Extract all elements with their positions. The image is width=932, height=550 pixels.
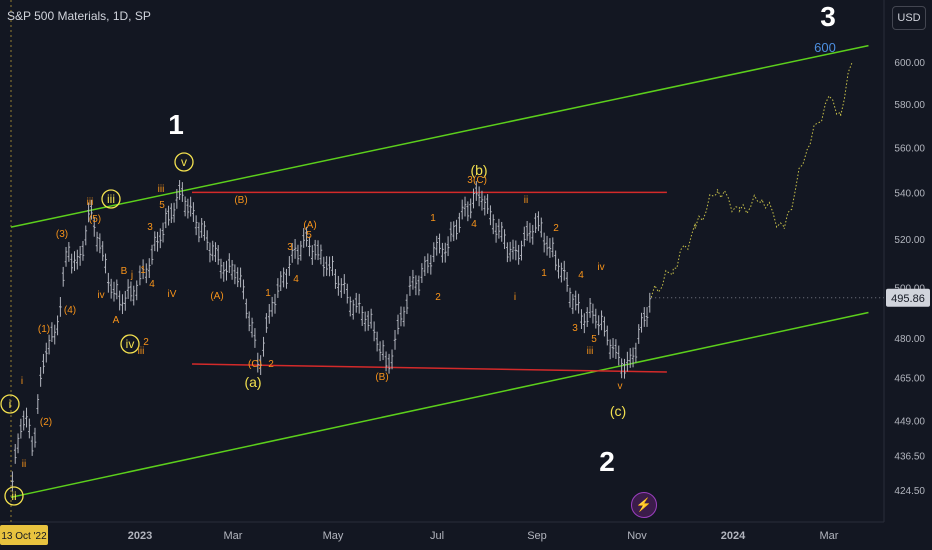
date-cursor-badge <box>0 525 48 545</box>
time-tick-label: Jul <box>430 530 444 542</box>
price-tick-label: 540.00 <box>894 188 925 199</box>
channel-line-lower[interactable] <box>10 311 869 499</box>
wave-orange-label: (C) <box>473 175 487 186</box>
time-tick-label: Nov <box>627 530 647 542</box>
wave-orange-label: 2 <box>435 292 441 303</box>
wave-orange-label: iii <box>87 197 94 208</box>
wave-orange-label: 5 <box>159 200 165 211</box>
price-tick-label: 580.00 <box>894 100 925 111</box>
chart-title: S&P 500 Materials, 1D, SP <box>7 9 151 23</box>
wave-orange-label: 2 <box>143 337 149 348</box>
price-tick-label: 600.00 <box>894 58 925 69</box>
wave-orange-label: iii <box>587 346 594 357</box>
price-tick-label: 465.00 <box>894 373 925 384</box>
wave-orange-label: (4) <box>64 305 76 316</box>
wave-circled-i-circle <box>0 394 20 414</box>
wave-orange-label: 4 <box>578 270 584 281</box>
lightning-icon[interactable]: ⚡ <box>631 492 657 518</box>
wave-orange-label: 1 <box>430 213 436 224</box>
wave-orange-label: (A) <box>210 291 223 302</box>
time-tick-label: 2023 <box>128 530 152 542</box>
wave-label-a: (a) <box>244 374 261 390</box>
wave-orange-label: 2 <box>553 223 559 234</box>
wave-orange-label: (C) <box>248 359 262 370</box>
wave-orange-label: 3 <box>287 242 293 253</box>
wave-orange-label: (A) <box>303 220 316 231</box>
wave-orange-label: iii <box>138 346 145 357</box>
channel-line-support[interactable] <box>192 363 667 373</box>
projection-path <box>650 62 853 298</box>
wave-orange-label: 4 <box>471 219 477 230</box>
wave-orange-label: 1 <box>541 268 547 279</box>
wave-label-c: (c) <box>610 403 626 419</box>
wave-orange-label: (1) <box>38 324 50 335</box>
wave-orange-label: j <box>130 270 133 281</box>
price-tick-label: 480.00 <box>894 334 925 345</box>
wave-orange-label: 1 <box>140 265 146 276</box>
wave-orange-label: 1 <box>265 288 271 299</box>
time-tick-label: Mar <box>820 530 839 542</box>
channel-line-upper[interactable] <box>10 44 869 228</box>
wave-orange-label: i <box>21 376 23 387</box>
wave-circled-ii-circle <box>4 486 24 506</box>
wave-orange-label: 4 <box>149 279 155 290</box>
wave-orange-label: (B) <box>234 195 247 206</box>
price-tick-label: 424.50 <box>894 486 925 497</box>
price-tick-label: 520.00 <box>894 235 925 246</box>
wave-orange-label: iv <box>597 262 604 273</box>
wave-orange-label: v <box>618 381 623 392</box>
time-tick-label: 13 Oct '22 <box>1 531 47 542</box>
wave-circled-iii-circle <box>101 189 121 209</box>
wave-orange-label: 3 <box>467 175 473 186</box>
wave-orange-label: A <box>113 315 120 326</box>
wave-orange-label: 5 <box>306 230 312 241</box>
wave-circled-ii: ii <box>11 489 16 503</box>
time-tick-label: Mar <box>224 530 243 542</box>
wave-label-1: 1 <box>168 109 184 140</box>
wave-circled-iii: iii <box>107 192 115 206</box>
wave-orange-label: (2) <box>40 417 52 428</box>
time-tick-label: 2024 <box>721 530 746 542</box>
wave-orange-label: 2 <box>268 359 274 370</box>
wave-label-3: 3 <box>820 1 836 32</box>
wave-orange-label: 4 <box>293 274 299 285</box>
wave-orange-label: iii <box>158 184 165 195</box>
wave-orange-label: 3 <box>147 222 153 233</box>
wave-orange-label: B <box>121 266 128 277</box>
last-price-label: 495.86 <box>891 293 925 305</box>
time-tick-label: Sep <box>527 530 547 542</box>
wave-orange-label: (B) <box>375 372 388 383</box>
wave-orange-label: i <box>514 292 516 303</box>
target-price-label: 600 <box>814 40 836 55</box>
price-tick-label: 449.00 <box>894 417 925 428</box>
last-price-badge <box>886 288 930 307</box>
wave-orange-label: 3 <box>572 323 578 334</box>
wave-circled-v-circle <box>174 152 194 172</box>
time-tick-label: May <box>323 530 344 542</box>
wave-circled-v: v <box>181 155 187 169</box>
wave-orange-label: iV <box>168 289 177 300</box>
price-tick-label: 560.00 <box>894 143 925 154</box>
wave-circled-i: i <box>9 397 12 411</box>
price-series <box>11 180 652 492</box>
currency-button[interactable]: USD <box>892 6 926 30</box>
wave-circled-iv: iv <box>126 337 135 351</box>
wave-orange-label: 5 <box>591 334 597 345</box>
wave-orange-label: ii <box>524 195 528 206</box>
wave-label-b: (b) <box>470 162 487 178</box>
wave-label-2: 2 <box>599 446 615 477</box>
wave-orange-label: (3) <box>56 229 68 240</box>
price-tick-label: 436.50 <box>894 452 925 463</box>
wave-orange-label: (5) <box>89 214 101 225</box>
wave-orange-label: iv <box>97 290 104 301</box>
wave-orange-label: ii <box>22 459 26 470</box>
wave-circled-iv-circle <box>120 334 140 354</box>
